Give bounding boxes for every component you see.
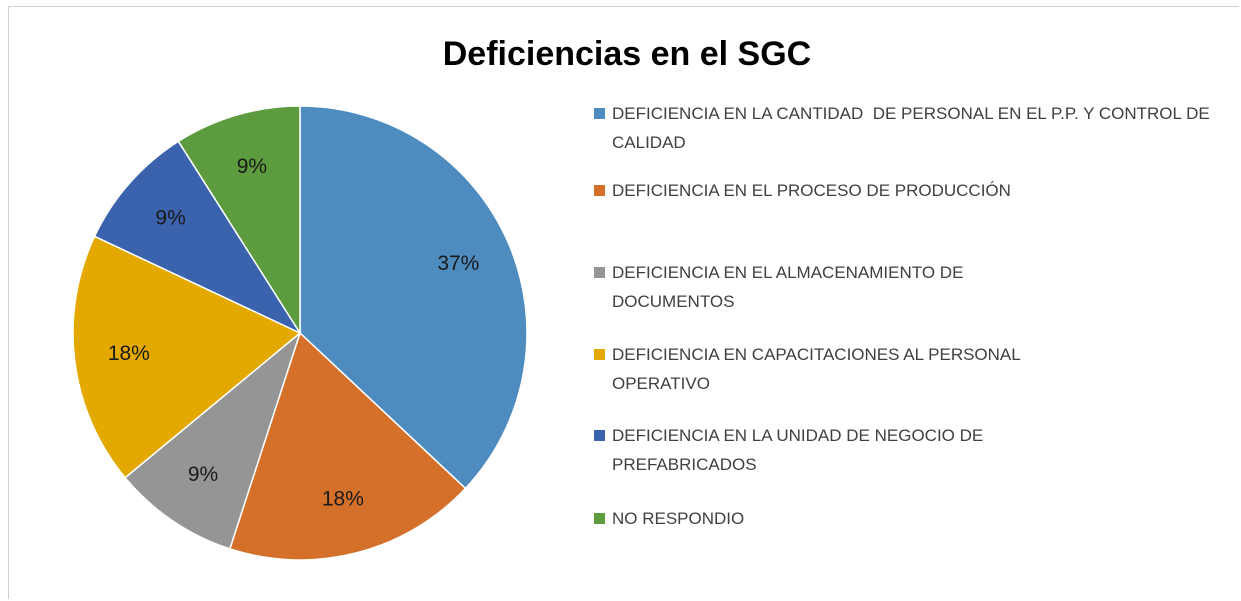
legend-label: DEFICIENCIA EN LA UNIDAD DE NEGOCIO DE P… xyxy=(612,426,988,474)
pie-slice xyxy=(299,105,528,490)
legend-label: DEFICIENCIA EN EL ALMACENAMIENTO DE DOCU… xyxy=(612,263,969,311)
legend-swatch xyxy=(594,430,605,441)
slice-label: 37% xyxy=(437,252,479,275)
slice-label: 18% xyxy=(108,342,150,365)
chart-frame xyxy=(8,6,1239,599)
slice-label: 9% xyxy=(237,155,267,178)
pie-slice xyxy=(124,330,302,550)
slice-label: 9% xyxy=(155,206,185,229)
chart-title: Deficiencias en el SGC xyxy=(443,35,812,73)
legend-label: DEFICIENCIA EN EL PROCESO DE PRODUCCIÓN xyxy=(612,181,1011,200)
slice-label: 9% xyxy=(188,463,218,486)
slice-label: 18% xyxy=(322,488,364,511)
pie-slice xyxy=(72,235,302,479)
legend-swatch xyxy=(594,267,605,278)
legend-label: DEFICIENCIA EN CAPACITACIONES AL PERSONA… xyxy=(612,345,1025,393)
pie-slice xyxy=(93,140,303,335)
legend-swatch xyxy=(594,108,605,119)
legend-swatch xyxy=(594,513,605,524)
legend-label: DEFICIENCIA EN LA CANTIDAD DE PERSONAL E… xyxy=(612,104,1215,152)
pie-slice xyxy=(177,105,301,336)
legend-swatch xyxy=(594,185,605,196)
legend-swatch xyxy=(594,349,605,360)
legend-label: NO RESPONDIO xyxy=(612,509,745,528)
pie-slice xyxy=(228,331,467,561)
